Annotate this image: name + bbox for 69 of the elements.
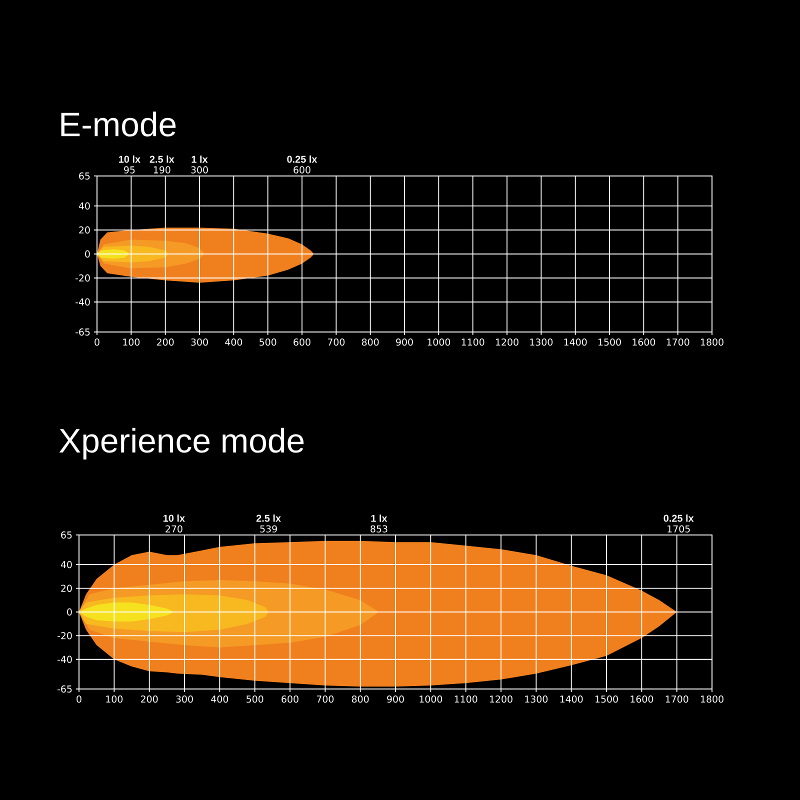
- x-tick-label: 800: [362, 338, 379, 346]
- text: 2.5 lx: [256, 514, 281, 522]
- text: 2.5 lx: [150, 155, 174, 163]
- x-tick-label: 1500: [596, 696, 618, 703]
- x-tick-label: 1400: [564, 338, 587, 346]
- x-tick-label: 0: [94, 338, 100, 346]
- x-tick-label: 200: [140, 696, 158, 703]
- x-tick-label: 300: [176, 696, 193, 703]
- y-tick-label: 65: [79, 172, 90, 180]
- x2-tick-label: 600: [294, 166, 310, 174]
- text: 10 lx: [164, 514, 185, 522]
- x-tick-label: 800: [352, 696, 369, 703]
- y-tick-label: 40: [60, 561, 72, 568]
- x-tick-label: 1100: [454, 696, 478, 703]
- text: 10 lx: [119, 155, 140, 163]
- x-tick-label: 500: [260, 338, 276, 346]
- x2-tick-label: 190: [154, 166, 170, 174]
- text: 0.25 lx: [287, 155, 318, 163]
- x-tick-label: 1600: [632, 338, 656, 346]
- x-tick-label: 1300: [525, 696, 548, 703]
- x-tick-label: 300: [191, 338, 208, 346]
- y-tick-label: 40: [78, 202, 90, 210]
- y-tick-label: 0: [67, 608, 72, 616]
- x-tick-label: 1000: [428, 338, 450, 346]
- x2-tick-label: 270: [166, 525, 182, 532]
- x-tick-label: 1700: [666, 696, 688, 703]
- x-tick-label: 1300: [530, 338, 553, 346]
- x-tick-label: 600: [282, 696, 298, 703]
- x-tick-label: 100: [106, 696, 123, 703]
- chart-title: E-mode: [61, 112, 176, 136]
- y-tick-label: -40: [57, 656, 72, 663]
- x-tick-label: 200: [156, 338, 174, 346]
- x-tick-label: 1200: [496, 338, 518, 346]
- y-tick-label: 0: [85, 250, 90, 258]
- y-tick-label: 20: [61, 584, 72, 592]
- x-tick-label: 1800: [701, 338, 724, 346]
- x-tick-label: 1500: [598, 338, 621, 346]
- chart-title: Xperience mode: [59, 428, 304, 460]
- text: 0.25 lx: [664, 514, 694, 522]
- y-tick-label: -65: [75, 328, 90, 336]
- x-tick-label: 500: [246, 696, 264, 703]
- x-tick-label: 1200: [490, 696, 512, 703]
- x-tick-label: 400: [225, 338, 242, 346]
- x-tick-label: 400: [211, 696, 228, 703]
- x2-tick-label: 539: [260, 525, 277, 532]
- y-tick-label: -20: [75, 274, 90, 282]
- x-tick-label: 100: [123, 338, 140, 346]
- text: 1 lx: [192, 156, 208, 163]
- x-tick-label: 1100: [462, 338, 484, 346]
- y-tick-label: -65: [57, 685, 72, 693]
- x-tick-label: 700: [316, 696, 334, 703]
- y-tick-label: 20: [79, 226, 90, 234]
- x2-tick-label: 1705: [668, 525, 690, 532]
- y-tick-label: 65: [61, 531, 72, 539]
- x-tick-label: 700: [328, 338, 345, 346]
- x-tick-label: 900: [396, 338, 413, 346]
- x-tick-label: 1600: [630, 696, 654, 703]
- x-tick-label: 1400: [560, 696, 583, 703]
- text: 1 lx: [371, 514, 388, 522]
- x2-tick-label: 95: [124, 166, 135, 174]
- x2-tick-label: 300: [191, 166, 208, 174]
- x-tick-label: 1700: [666, 338, 690, 346]
- x-tick-label: 1000: [420, 696, 442, 703]
- x2-tick-label: 853: [370, 525, 388, 532]
- x-tick-label: 900: [387, 696, 404, 703]
- y-tick-label: -20: [57, 632, 72, 640]
- y-tick-label: -40: [75, 298, 90, 306]
- x-tick-label: 1800: [701, 696, 724, 703]
- x-tick-label: 600: [294, 338, 310, 346]
